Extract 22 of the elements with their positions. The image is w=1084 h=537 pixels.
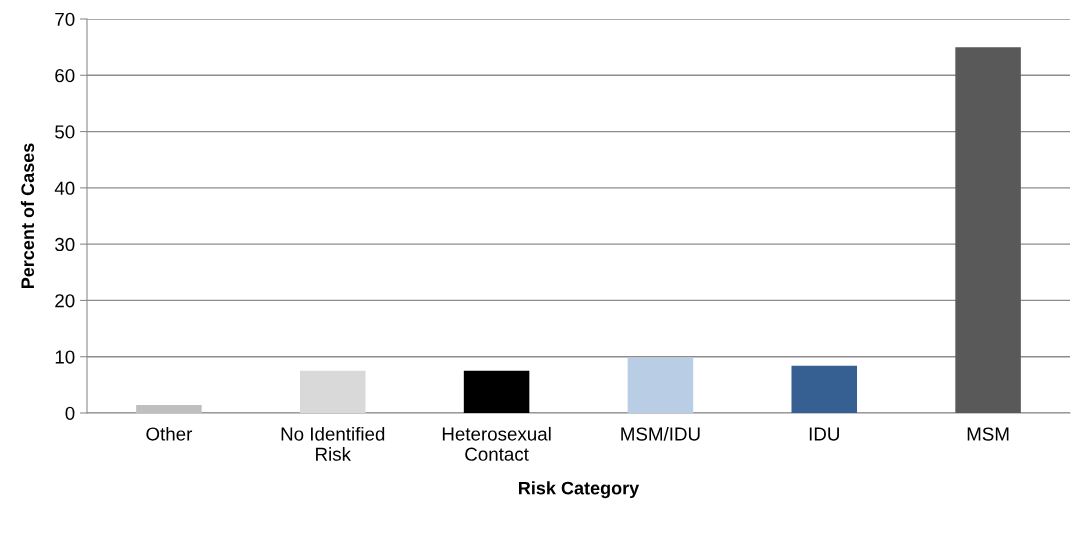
x-tick-label: Other [146,426,193,441]
bar [136,405,202,413]
x-axis-title: Risk Category [519,481,640,499]
bar [627,357,694,413]
y-tick-label: 10 [55,350,75,364]
y-tick-label: 20 [55,294,75,308]
x-tick-label: MSM/IDU [621,426,700,441]
y-tick-label: 60 [55,68,75,83]
x-tick-label: MSM [967,427,1009,441]
y-tick-label: 40 [54,181,75,195]
y-tick-label: 0 [65,406,75,420]
bar [791,365,858,413]
y-tick-label: 30 [55,237,75,252]
y-axis-title: Percent of Cases [20,143,35,289]
bar [955,47,1021,413]
x-tick-label: No Identified Risk [281,426,385,461]
x-tick-label: Heterosexual Contact [442,426,551,461]
x-tick-label: IDU [809,427,839,441]
y-tick-label: 50 [55,125,75,139]
y-tick-label: 70 [55,12,75,26]
bar [463,370,530,413]
bar [299,370,366,413]
